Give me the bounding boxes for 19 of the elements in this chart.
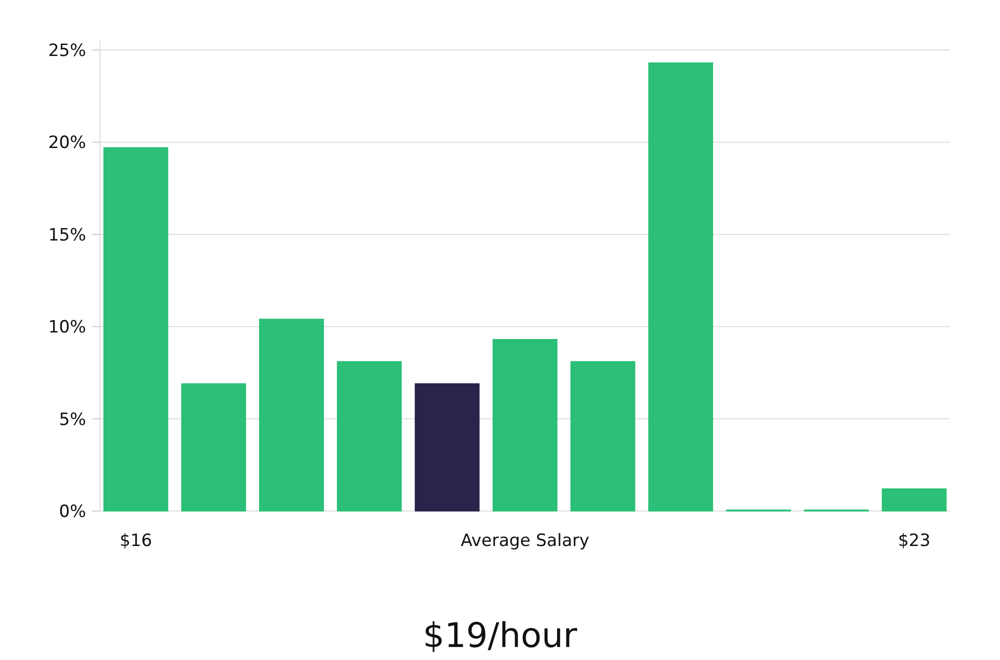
x-tick-label: $16 [120, 531, 152, 551]
bar [414, 383, 480, 512]
y-tick-label: 5% [59, 410, 86, 430]
bar [181, 383, 246, 512]
bar [570, 361, 636, 512]
bar [259, 318, 324, 512]
bar [492, 339, 558, 512]
y-tick-label: 25% [48, 40, 86, 61]
y-tick-label: 0% [59, 502, 86, 522]
bar [336, 361, 402, 512]
text: $19/hour [422, 616, 578, 656]
x-tick-label: Average Salary [460, 531, 590, 551]
x-tick-label: $23 [898, 531, 930, 551]
y-tick-label: 20% [48, 133, 86, 154]
y-tick-label: 10% [48, 318, 86, 338]
y-tick-label: 15% [48, 225, 86, 246]
bar [882, 488, 947, 512]
bar [103, 147, 168, 512]
bar [648, 62, 714, 512]
